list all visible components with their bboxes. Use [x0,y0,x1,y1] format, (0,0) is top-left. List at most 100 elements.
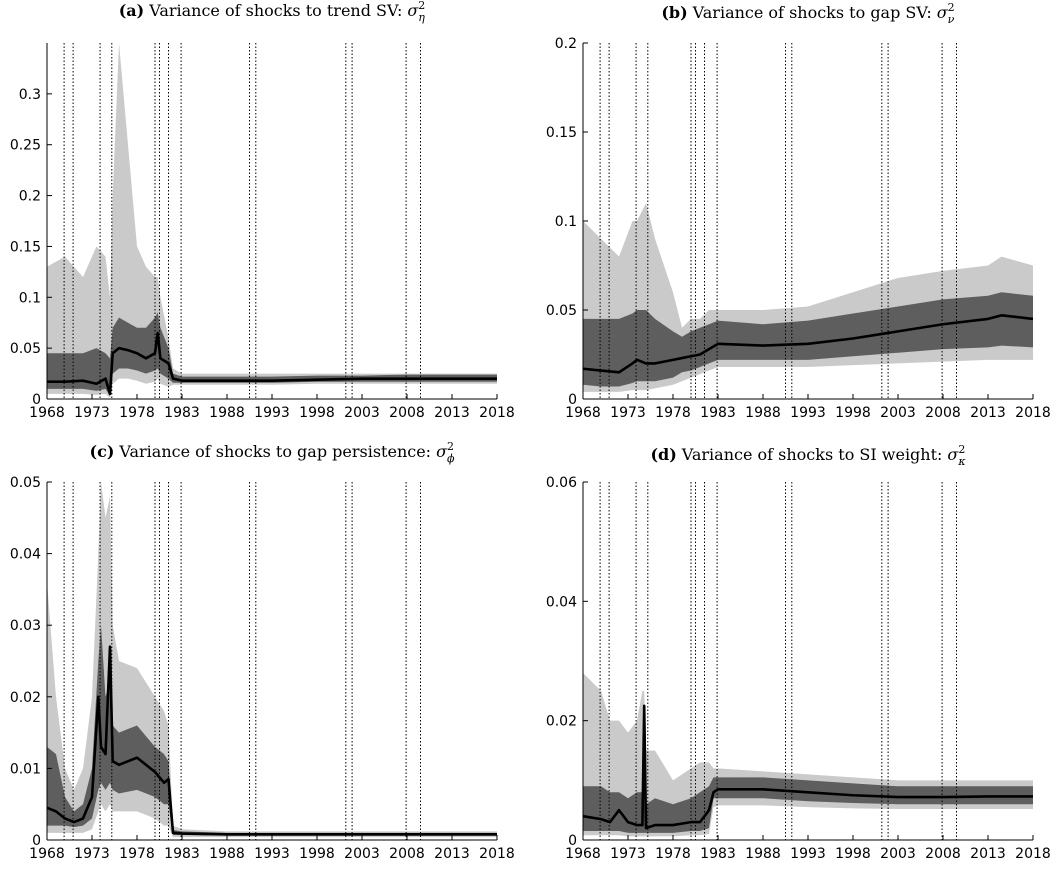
y-tick-label: 0.05 [10,475,41,491]
title-symbol: σ [436,442,448,461]
title-symbol: σ [937,3,949,22]
y-tick-label: 0.02 [10,690,41,706]
x-tick-label: 1988 [745,405,781,421]
median-line [47,331,497,396]
x-tick-label: 2008 [389,405,425,421]
title-superscript: 2 [418,0,425,12]
y-tick-label: 0.02 [546,714,577,730]
x-tick-label: 2008 [925,846,961,862]
panel: 0 0.05 0.1 0.15 0.2 0.25 0.3 1968 1973 1978 1983 19… [10,0,515,421]
title-symbol: σ [407,1,419,20]
x-tick-label: 1978 [655,846,691,862]
plot-area [583,43,1033,399]
band-area [583,359,1033,399]
y-tick-label: 0 [568,833,577,849]
x-tick-label: 2013 [970,846,1006,862]
x-tick-label: 1978 [119,405,155,421]
title-text: Variance of shocks to gap SV: [692,3,932,22]
band-area [47,625,497,840]
y-tick-label: 0.15 [546,125,577,141]
y-tick-label: 0 [32,392,41,408]
plot-area [47,482,497,840]
x-tick-label: 1978 [655,405,691,421]
title-label: (a) [119,1,145,20]
title-subscript: ϕ [447,452,455,465]
x-tick-label: 2003 [880,846,916,862]
x-tick-label: 1968 [29,846,65,862]
y-tick-label: 0.2 [19,189,41,205]
title-text: Variance of shocks to gap persistence: [118,442,431,461]
x-tick-label: 1978 [119,846,155,862]
chart-title: (d) Variance of shocks to SI weight: σ2 κ [650,443,966,468]
x-tick-label: 2003 [880,405,916,421]
x-tick-label: 1993 [790,405,826,421]
x-tick-label: 1983 [700,405,736,421]
x-tick-label: 1983 [164,405,200,421]
y-tick-label: 0.3 [19,87,41,103]
y-tick-label: 0.05 [546,303,577,319]
x-tick-label: 1968 [565,405,601,421]
chart-title: (a) Variance of shocks to trend SV: σ2 η [119,0,426,24]
x-tick-label: 1973 [74,846,110,862]
x-tick-label: 2018 [479,405,515,421]
x-tick-label: 1988 [745,846,781,862]
x-tick-label: 2008 [389,846,425,862]
y-tick-label: 0.06 [546,475,577,491]
x-tick-label: 2008 [925,405,961,421]
x-tick-label: 1998 [835,846,871,862]
y-tick-label: 0.15 [10,239,41,255]
x-tick-label: 1968 [565,846,601,862]
median-line [583,314,1033,374]
title-superscript: 2 [447,440,454,453]
y-tick-label: 0.25 [10,138,41,154]
x-tick-label: 1993 [254,405,290,421]
x-tick-label: 1983 [700,846,736,862]
y-tick-label: 0.04 [546,594,577,610]
title-subscript: κ [957,455,966,468]
x-tick-label: 2018 [1015,846,1051,862]
panel: 0 0.01 0.02 0.03 0.04 0.05 1968 1973 1978 1983 198… [10,440,515,862]
y-tick-label: 0.01 [10,761,41,777]
x-tick-label: 1973 [610,405,646,421]
y-tick-label: 0.2 [555,36,577,52]
title-text: Variance of shocks to SI weight: [681,445,943,464]
y-tick-label: 0 [568,392,577,408]
y-tick-label: 0 [32,833,41,849]
plot-area [47,43,497,399]
title-superscript: 2 [958,443,965,456]
x-tick-label: 1998 [299,405,335,421]
plot-area [583,482,1033,840]
y-tick-label: 0.05 [10,341,41,357]
chart-title: (b) Variance of shocks to gap SV: σ2 ν [661,1,954,26]
x-tick-label: 2013 [434,405,470,421]
title-label: (b) [661,3,687,22]
median-line [47,645,497,836]
x-tick-label: 2013 [970,405,1006,421]
y-tick-label: 0.03 [10,618,41,634]
band-area [583,805,1033,840]
y-tick-label: 0.1 [555,214,577,230]
title-symbol: σ [947,445,959,464]
title-text: Variance of shocks to trend SV: [148,1,402,20]
panel: 0 0.05 0.1 0.15 0.2 1968 1973 1978 1983 1988 1993 1… [546,1,1051,421]
x-tick-label: 2013 [434,846,470,862]
x-tick-label: 1983 [164,846,200,862]
panel: 0 0.02 0.04 0.06 1968 1973 1978 1983 1988 1993 199… [546,443,1051,862]
y-tick-label: 0.04 [10,547,41,563]
chart-title: (c) Variance of shocks to gap persistence… [90,440,455,465]
x-tick-label: 2003 [344,846,380,862]
title-subscript: η [418,11,425,24]
band-area [47,804,497,840]
y-tick-label: 0.1 [19,290,41,306]
x-tick-label: 1993 [254,846,290,862]
x-tick-label: 1988 [209,405,245,421]
x-tick-label: 2003 [344,405,380,421]
x-tick-label: 1973 [74,405,110,421]
title-superscript: 2 [948,1,955,14]
x-tick-label: 2018 [479,846,515,862]
x-tick-label: 1973 [610,846,646,862]
median-line [583,704,1033,830]
x-tick-label: 1968 [29,405,65,421]
title-label: (c) [90,442,115,461]
